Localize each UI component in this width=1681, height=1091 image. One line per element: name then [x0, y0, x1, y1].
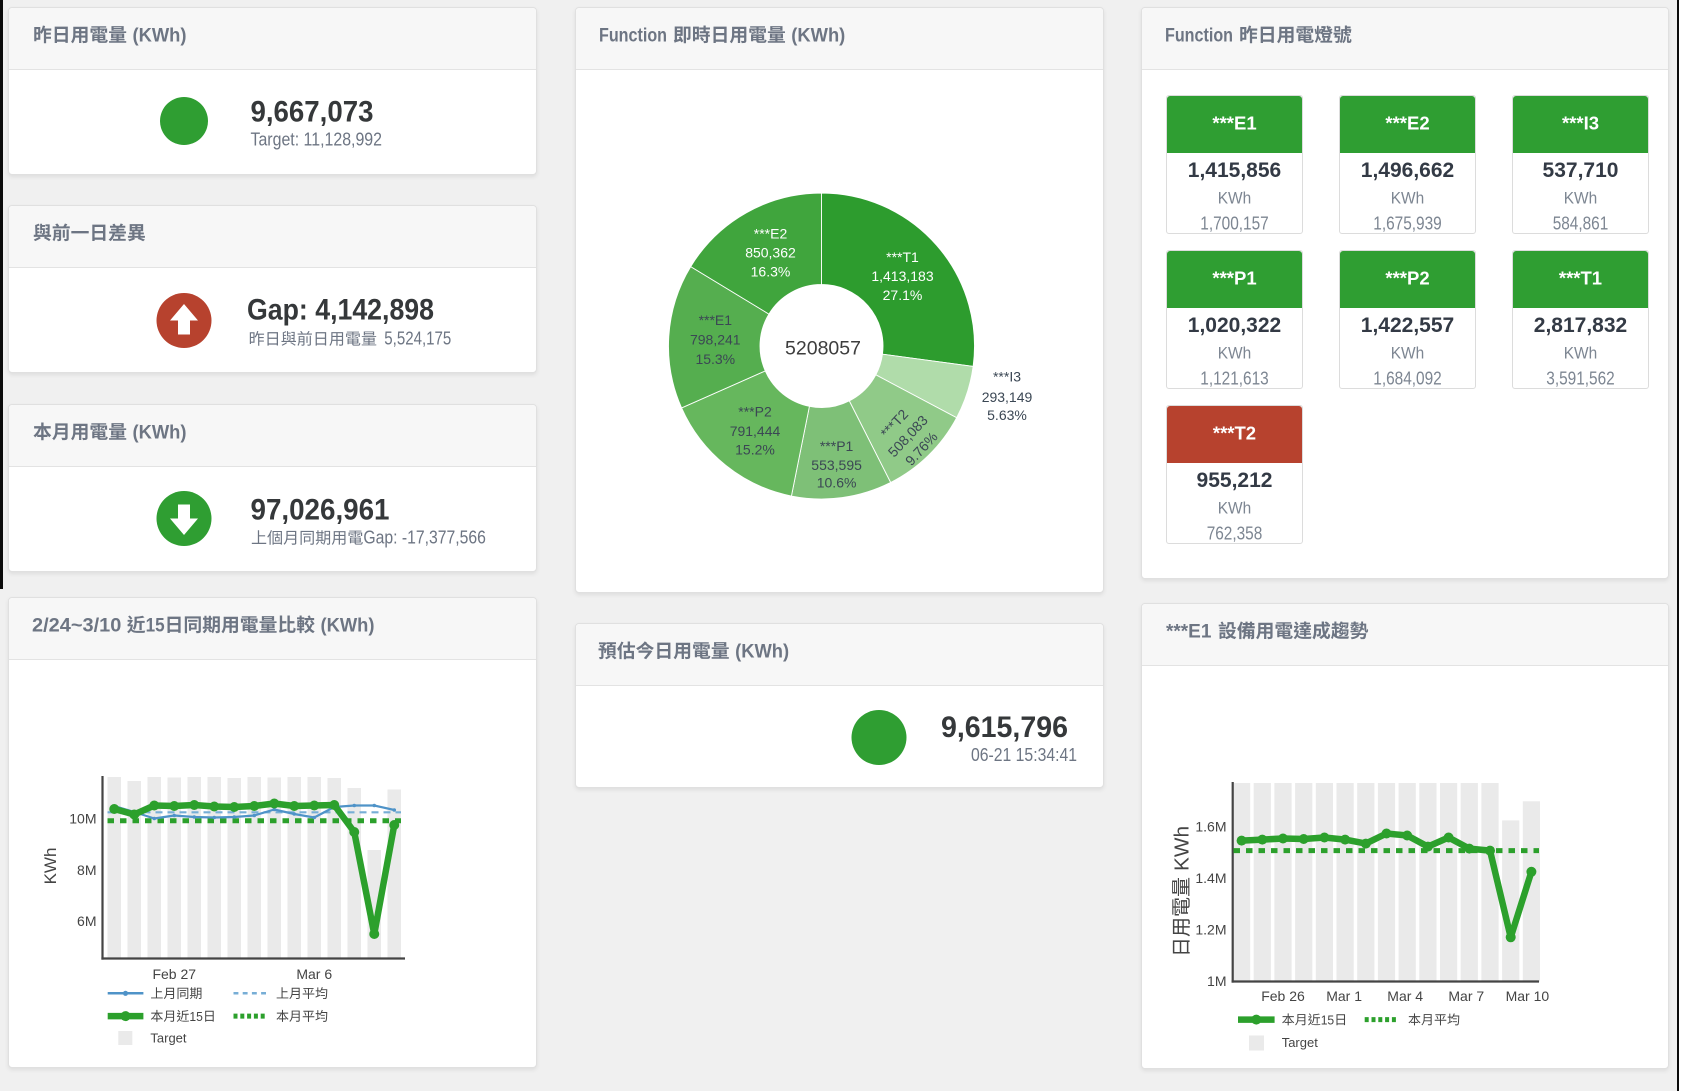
svg-text:Feb 27: Feb 27 — [152, 966, 196, 982]
svg-text:(KWh): (KWh) — [791, 26, 845, 47]
svg-text:16.3%: 16.3% — [751, 263, 791, 279]
svg-text:10M: 10M — [69, 811, 96, 827]
svg-text:15: 15 — [146, 616, 165, 637]
svg-text:1,121,613: 1,121,613 — [1200, 369, 1268, 389]
svg-text:955,212: 955,212 — [1197, 469, 1273, 492]
svg-text:1,413,183: 1,413,183 — [871, 268, 933, 284]
svg-text:6M: 6M — [77, 913, 96, 929]
svg-text:Gap: 4,142,898: Gap: 4,142,898 — [247, 294, 434, 327]
svg-text:(KWh): (KWh) — [133, 26, 187, 47]
svg-text:KWh: KWh — [41, 848, 60, 885]
svg-text:8M: 8M — [77, 862, 96, 878]
svg-text:***T1: ***T1 — [886, 249, 919, 265]
svg-text:***E1: ***E1 — [1166, 622, 1212, 643]
svg-text:762,358: 762,358 — [1207, 524, 1263, 544]
svg-text:10.6%: 10.6% — [817, 474, 857, 490]
svg-text:Mar 6: Mar 6 — [296, 966, 332, 982]
svg-text:KWh: KWh — [1391, 345, 1425, 363]
svg-text:5208057: 5208057 — [785, 338, 861, 360]
svg-text:Target: Target — [150, 1031, 187, 1046]
svg-text:Function: Function — [1165, 26, 1233, 47]
svg-text:***P2: ***P2 — [738, 403, 772, 419]
svg-text:KWh: KWh — [1171, 826, 1193, 871]
svg-text:Function: Function — [599, 26, 667, 47]
svg-text:798,241: 798,241 — [690, 331, 741, 347]
svg-text:***P2: ***P2 — [1385, 267, 1429, 288]
svg-text:1,020,322: 1,020,322 — [1188, 314, 1281, 337]
svg-text:KWh: KWh — [1564, 345, 1598, 363]
svg-text:584,861: 584,861 — [1553, 214, 1609, 234]
svg-text:1,684,092: 1,684,092 — [1373, 369, 1441, 389]
svg-text:***E2: ***E2 — [1385, 112, 1429, 133]
svg-text:553,595: 553,595 — [811, 457, 862, 473]
svg-text:1,700,157: 1,700,157 — [1200, 214, 1268, 234]
svg-text:Mar 1: Mar 1 — [1326, 988, 1362, 1004]
svg-text:Target: 11,128,992: Target: 11,128,992 — [251, 130, 383, 150]
svg-text:850,362: 850,362 — [745, 244, 796, 260]
svg-text:97,026,961: 97,026,961 — [251, 494, 390, 527]
svg-text:***T1: ***T1 — [1559, 267, 1602, 288]
svg-text:1,422,557: 1,422,557 — [1361, 314, 1454, 337]
svg-text:1,496,662: 1,496,662 — [1361, 159, 1454, 182]
svg-text:(KWh): (KWh) — [735, 642, 789, 663]
svg-text:5.63%: 5.63% — [987, 407, 1027, 423]
svg-text:KWh: KWh — [1391, 190, 1425, 208]
svg-text:5,524,175: 5,524,175 — [384, 329, 451, 349]
svg-text:537,710: 537,710 — [1543, 159, 1619, 182]
svg-text:Mar 4: Mar 4 — [1387, 988, 1423, 1004]
svg-text:791,444: 791,444 — [730, 423, 781, 439]
svg-text:15.3%: 15.3% — [695, 351, 735, 367]
svg-text:KWh: KWh — [1218, 500, 1252, 518]
svg-text:KWh: KWh — [1218, 190, 1252, 208]
svg-text:***I3: ***I3 — [993, 369, 1021, 385]
svg-text:15: 15 — [1321, 1012, 1335, 1027]
svg-text:Mar 7: Mar 7 — [1448, 988, 1484, 1004]
svg-text:(KWh): (KWh) — [133, 423, 187, 444]
svg-text:1.2M: 1.2M — [1195, 921, 1226, 937]
svg-text:KWh: KWh — [1564, 190, 1598, 208]
svg-text:***I3: ***I3 — [1562, 112, 1599, 133]
svg-text:Gap: -17,377,566: Gap: -17,377,566 — [363, 528, 486, 548]
svg-text:1,675,939: 1,675,939 — [1373, 214, 1441, 234]
svg-text:***E2: ***E2 — [754, 225, 788, 241]
svg-text:1.4M: 1.4M — [1195, 870, 1226, 886]
svg-text:3,591,562: 3,591,562 — [1546, 369, 1614, 389]
svg-text:1M: 1M — [1207, 973, 1226, 989]
svg-text:9,667,073: 9,667,073 — [251, 96, 374, 129]
svg-text:KWh: KWh — [1218, 345, 1252, 363]
svg-text:9,615,796: 9,615,796 — [941, 711, 1068, 744]
svg-text:27.1%: 27.1% — [883, 287, 923, 303]
svg-text:1,415,856: 1,415,856 — [1188, 159, 1281, 182]
svg-text:***T2: ***T2 — [1213, 422, 1256, 443]
svg-text:15.2%: 15.2% — [735, 442, 775, 458]
svg-text:15: 15 — [189, 1009, 203, 1024]
svg-text:***E1: ***E1 — [1212, 112, 1256, 133]
svg-text:Target: Target — [1282, 1035, 1319, 1050]
svg-text:1.6M: 1.6M — [1195, 818, 1226, 834]
svg-text:***P1: ***P1 — [1212, 267, 1256, 288]
svg-text:2,817,832: 2,817,832 — [1534, 314, 1627, 337]
svg-text:06-21 15:34:41: 06-21 15:34:41 — [971, 745, 1077, 765]
svg-text:Feb 26: Feb 26 — [1261, 988, 1305, 1004]
svg-text:Mar 10: Mar 10 — [1506, 988, 1550, 1004]
svg-text:***E1: ***E1 — [699, 312, 733, 328]
svg-text:293,149: 293,149 — [982, 389, 1033, 405]
svg-text:***P1: ***P1 — [820, 438, 854, 454]
svg-text:(KWh): (KWh) — [321, 616, 375, 637]
svg-text:2/24~3/10: 2/24~3/10 — [32, 616, 121, 637]
